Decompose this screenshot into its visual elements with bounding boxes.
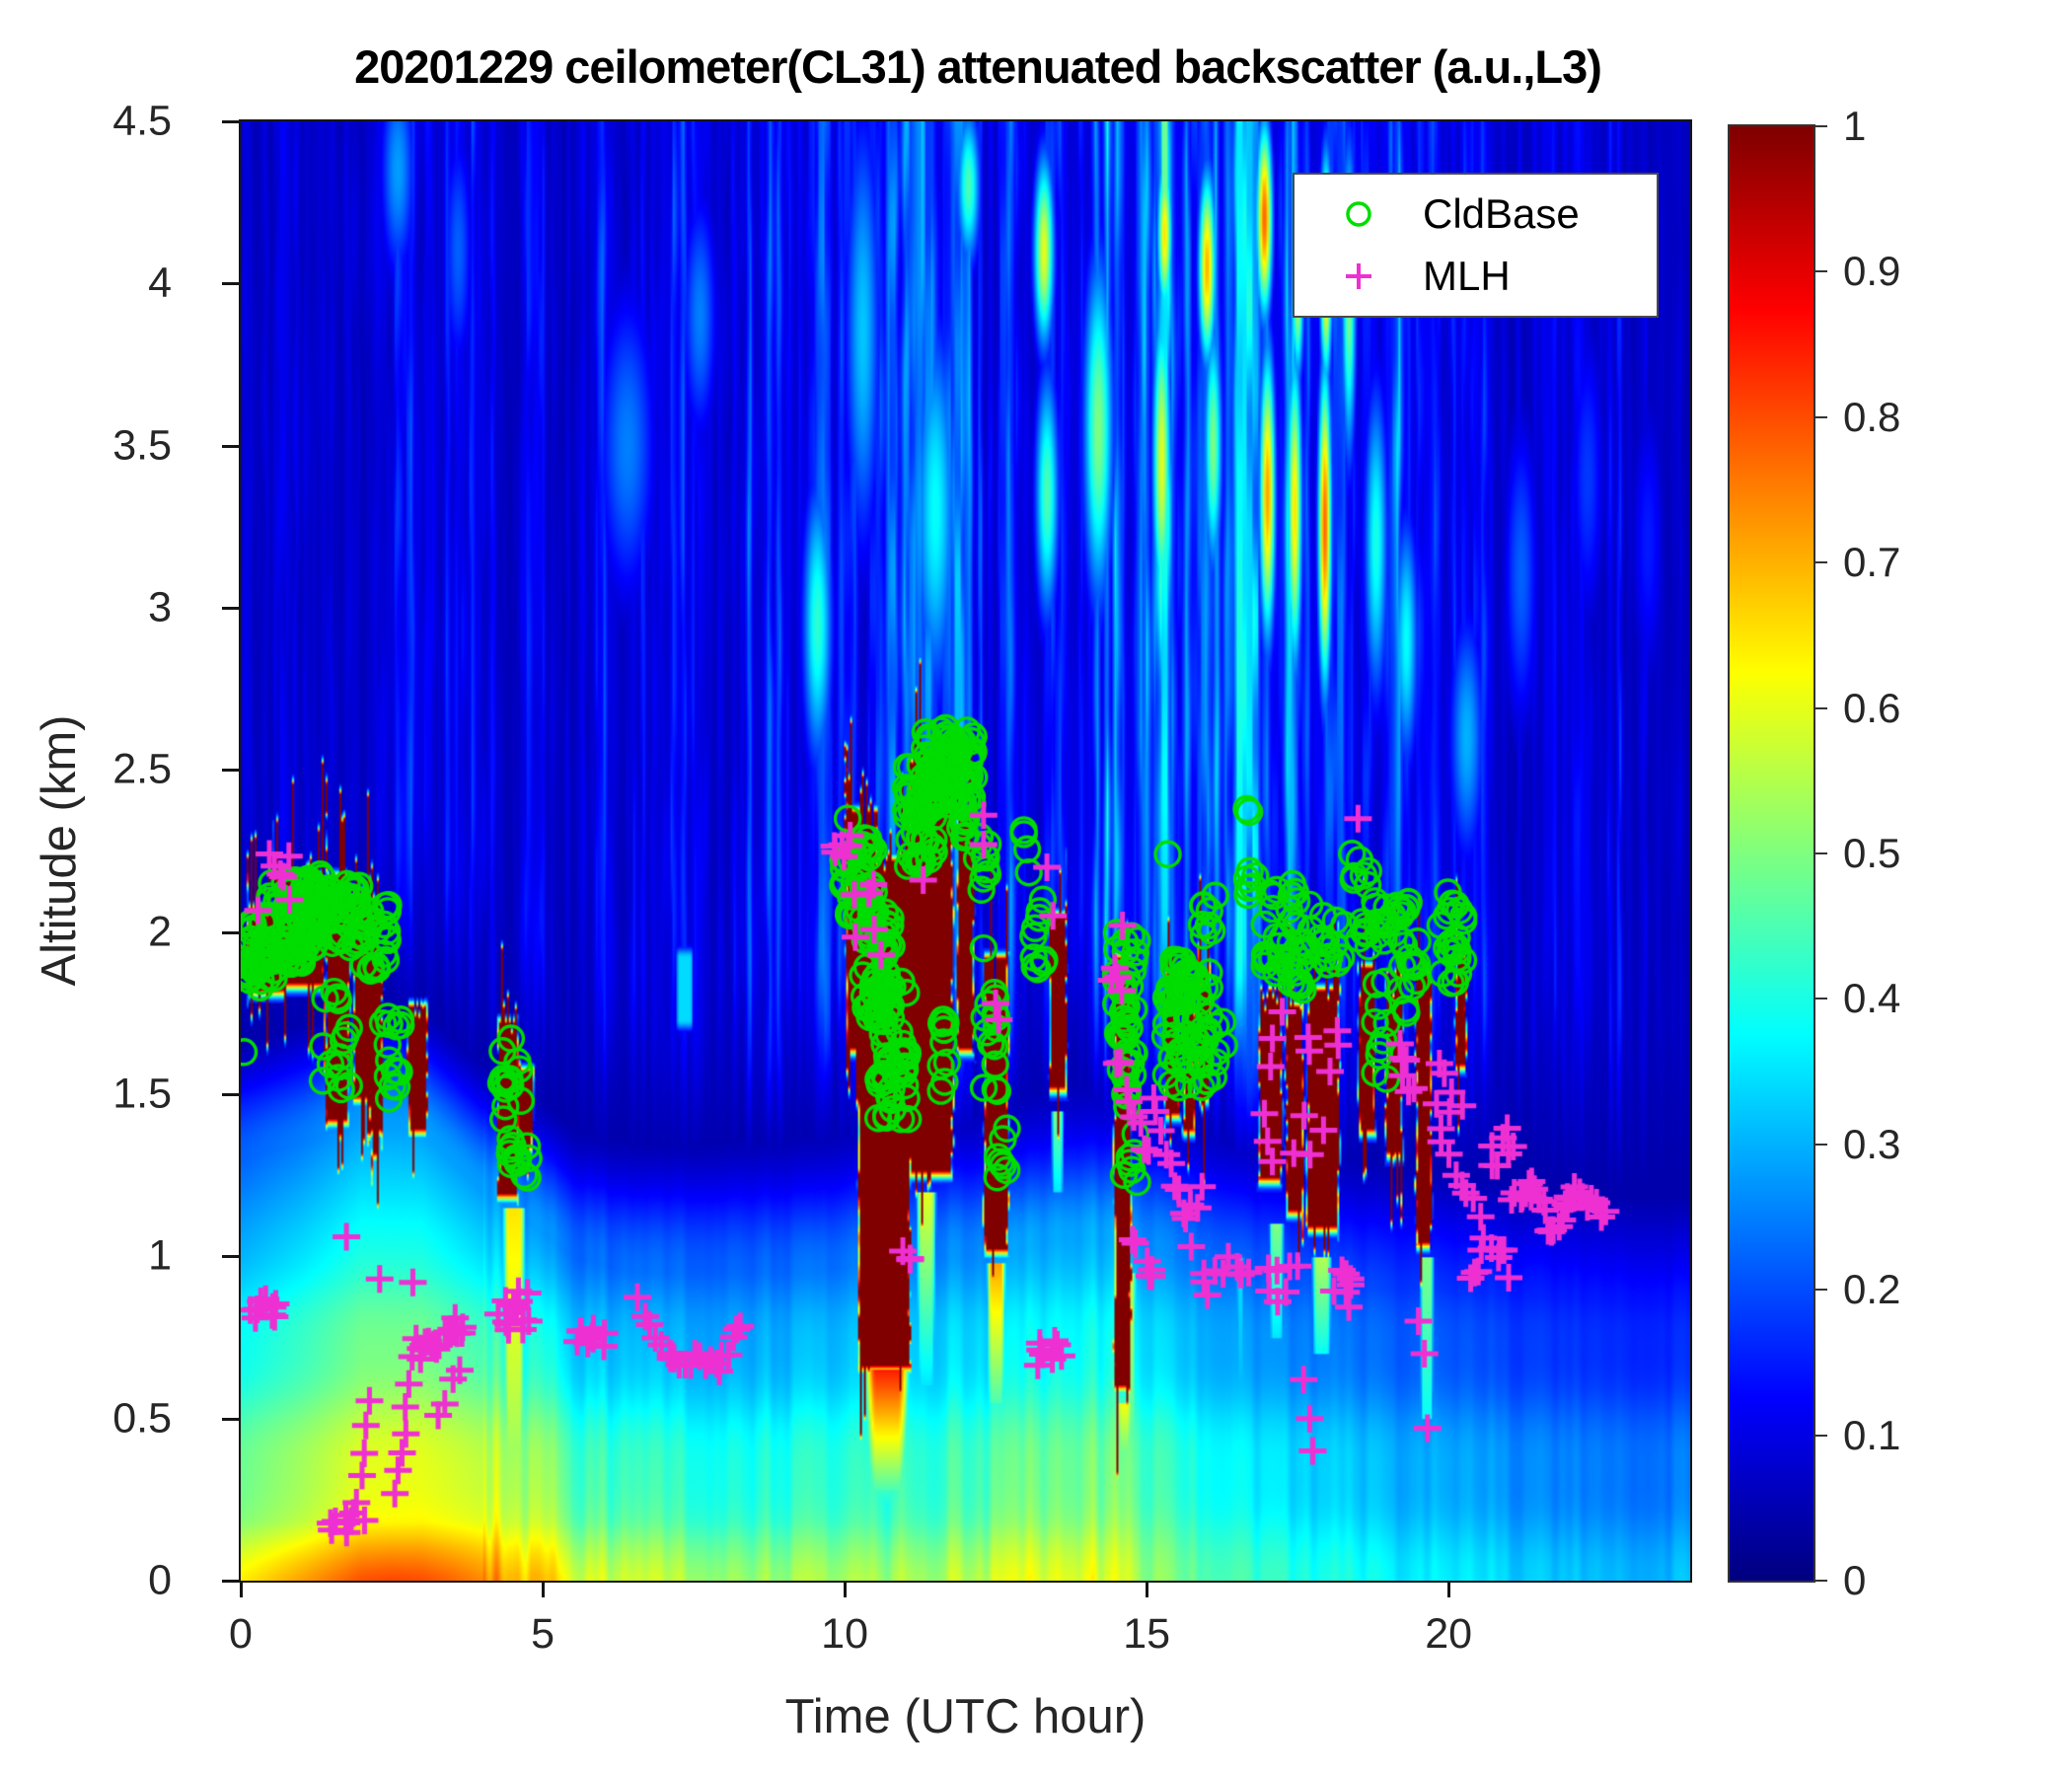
y-axis-label: Altitude (km) bbox=[33, 714, 86, 987]
legend: CldBase MLH bbox=[1293, 173, 1659, 318]
colorbar-tick-label: 0 bbox=[1843, 1557, 1867, 1603]
x-tick bbox=[844, 1581, 848, 1597]
colorbar-tick bbox=[1813, 125, 1827, 127]
y-tick-label: 1.5 bbox=[112, 1070, 172, 1118]
x-axis-ticks: 0 5 10 15 20 bbox=[229, 1581, 1690, 1699]
legend-item-mlh: MLH bbox=[1295, 253, 1657, 300]
y-tick-label: 0.5 bbox=[112, 1394, 172, 1443]
colorbar-ticks: 0 0.1 0.2 0.3 0.4 0.5 0.6 0.7 0.8 0.9 1 bbox=[1813, 103, 2025, 1603]
y-tick bbox=[222, 607, 239, 610]
colorbar-tick-label: 0.6 bbox=[1843, 684, 1901, 731]
y-tick-label: 3 bbox=[148, 583, 172, 631]
colorbar-tick-label: 0.9 bbox=[1843, 248, 1901, 295]
y-tick-label: 4.5 bbox=[112, 97, 172, 145]
x-tick-label: 0 bbox=[229, 1610, 253, 1658]
colorbar-tick bbox=[1813, 1289, 1827, 1292]
y-tick bbox=[222, 282, 239, 286]
x-tick bbox=[240, 1581, 243, 1597]
y-axis-ticks: 0 0.5 1 1.5 2 2.5 3 3.5 4 4.5 bbox=[0, 98, 239, 1604]
x-tick-label: 15 bbox=[1123, 1610, 1171, 1658]
y-tick-label: 2.5 bbox=[112, 745, 172, 793]
colorbar-tick-label: 0.2 bbox=[1843, 1266, 1901, 1313]
page-title: 20201229 ceilometer(CL31) attenuated bac… bbox=[354, 40, 1602, 93]
y-tick bbox=[222, 120, 239, 123]
x-tick-label: 20 bbox=[1425, 1610, 1473, 1658]
colorbar-tick bbox=[1813, 1143, 1827, 1146]
colorbar-tick bbox=[1813, 270, 1827, 273]
colorbar-tick bbox=[1813, 706, 1827, 709]
x-tick bbox=[1447, 1581, 1451, 1597]
x-tick-label: 5 bbox=[531, 1610, 555, 1658]
colorbar-tick-label: 0.3 bbox=[1843, 1120, 1901, 1167]
colorbar-gradient bbox=[1730, 126, 1813, 1581]
colorbar-tick bbox=[1813, 561, 1827, 564]
y-tick-label: 3.5 bbox=[112, 421, 172, 470]
y-tick bbox=[222, 1417, 239, 1421]
x-tick bbox=[542, 1581, 546, 1597]
colorbar-tick bbox=[1813, 998, 1827, 1000]
colorbar bbox=[1728, 124, 1815, 1583]
colorbar-tick-label: 0.1 bbox=[1843, 1411, 1901, 1458]
y-tick bbox=[222, 1093, 239, 1096]
y-tick bbox=[222, 769, 239, 773]
legend-label-cldbase: CldBase bbox=[1423, 189, 1580, 237]
x-axis-label: Time (UTC hour) bbox=[784, 1690, 1147, 1743]
colorbar-tick-label: 0.7 bbox=[1843, 539, 1901, 586]
x-tick-label: 10 bbox=[821, 1610, 868, 1658]
colorbar-tick bbox=[1813, 852, 1827, 854]
y-tick bbox=[222, 444, 239, 448]
cldbase-circle-icon bbox=[1295, 196, 1423, 232]
colorbar-tick-label: 0.8 bbox=[1843, 393, 1901, 440]
y-tick bbox=[222, 1255, 239, 1259]
colorbar-tick bbox=[1813, 1580, 1827, 1582]
colorbar-tick-label: 0.5 bbox=[1843, 830, 1901, 876]
colorbar-tick-label: 0.4 bbox=[1843, 975, 1901, 1022]
colorbar-tick bbox=[1813, 1434, 1827, 1437]
legend-label-mlh: MLH bbox=[1423, 253, 1511, 300]
y-tick-label: 4 bbox=[148, 259, 172, 307]
legend-item-cldbase: CldBase bbox=[1295, 190, 1657, 238]
y-tick bbox=[222, 930, 239, 934]
marker-overlay bbox=[241, 121, 1690, 1581]
colorbar-tick bbox=[1813, 415, 1827, 418]
y-tick-label: 0 bbox=[148, 1556, 172, 1604]
y-tick bbox=[222, 1580, 239, 1583]
mlh-plus-icon bbox=[1295, 259, 1423, 294]
plot-area bbox=[239, 119, 1692, 1583]
x-tick bbox=[1146, 1581, 1149, 1597]
y-tick-label: 1 bbox=[148, 1231, 172, 1280]
y-tick-label: 2 bbox=[148, 908, 172, 956]
colorbar-tick-label: 1 bbox=[1843, 103, 1867, 149]
